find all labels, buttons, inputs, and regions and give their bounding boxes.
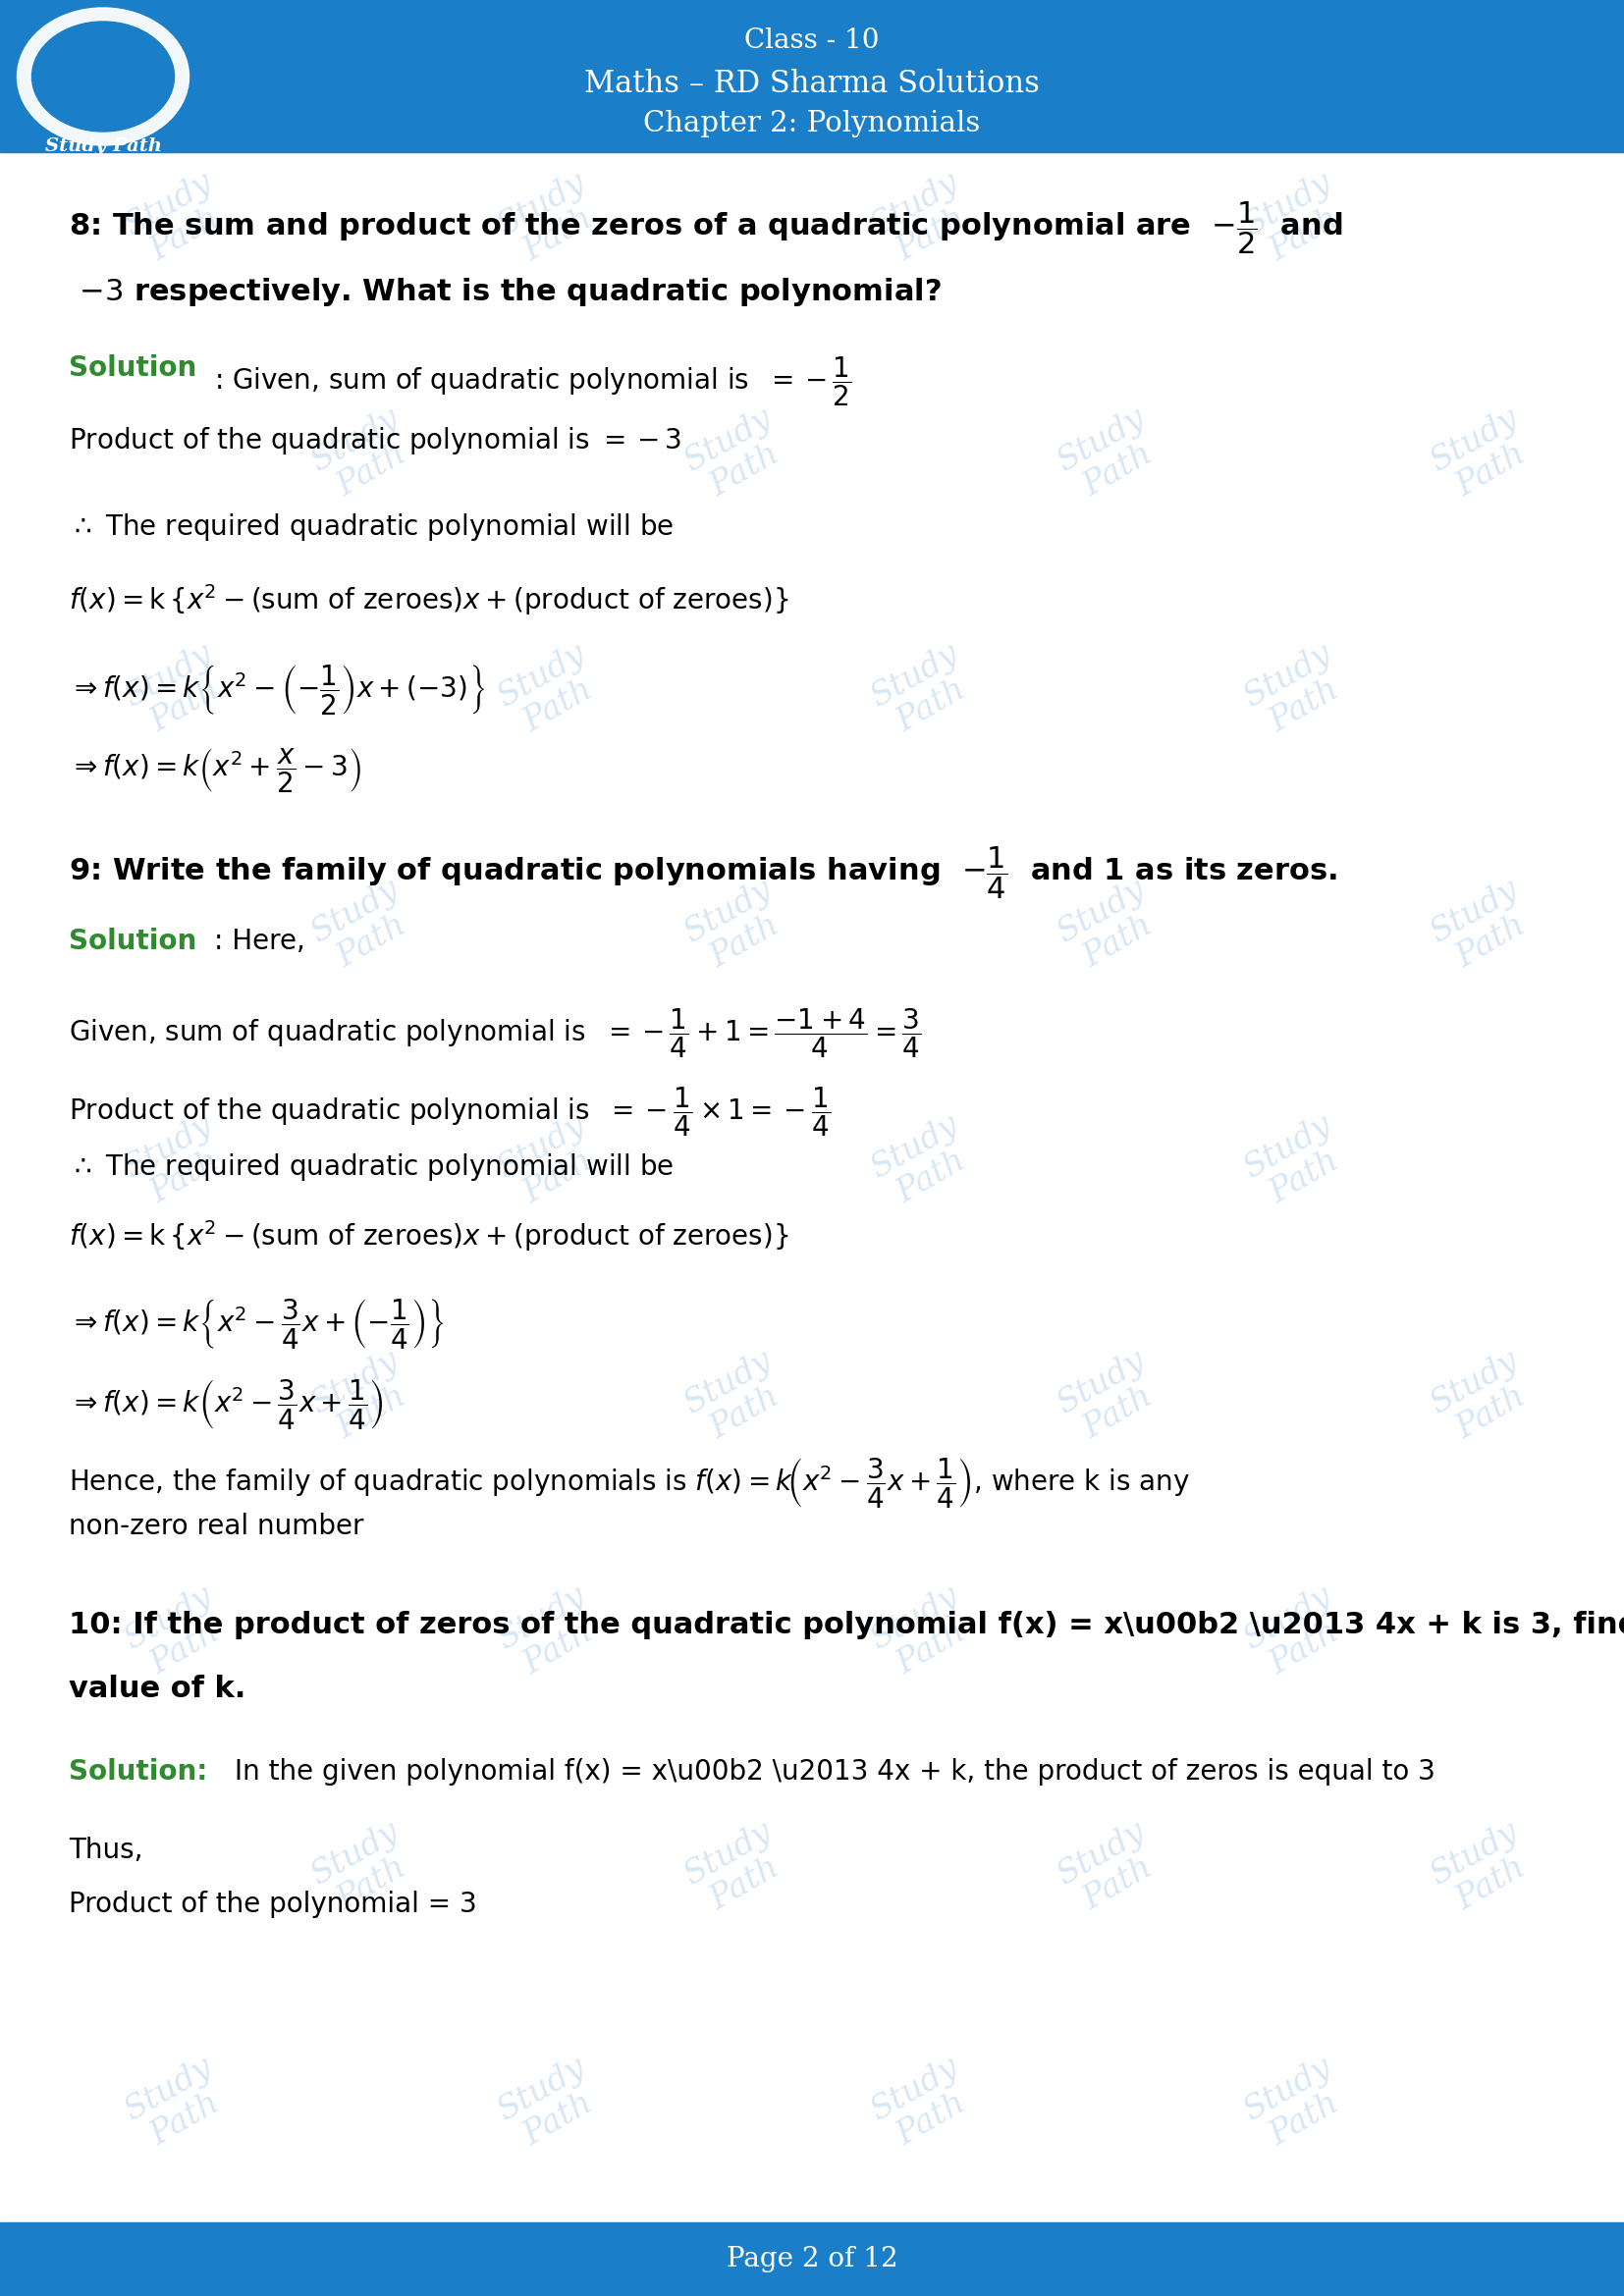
Text: Study
Path: Study Path [492, 168, 607, 273]
Text: $\Rightarrow f(x) = k\left(x^2 + \dfrac{x}{2} - 3\right)$: $\Rightarrow f(x) = k\left(x^2 + \dfrac{… [68, 746, 361, 794]
Text: 10: If the product of zeros of the quadratic polynomial f(x) = x\u00b2 \u2013 4x: 10: If the product of zeros of the quadr… [68, 1612, 1624, 1639]
Text: Study
Path: Study Path [119, 1582, 235, 1685]
Text: Product of the quadratic polynomial is $= -3$: Product of the quadratic polynomial is $… [68, 425, 682, 457]
Text: Study
Path: Study Path [492, 638, 607, 744]
Text: : Here,: : Here, [214, 928, 305, 955]
Text: $-3$ respectively. What is the quadratic polynomial?: $-3$ respectively. What is the quadratic… [68, 276, 942, 308]
Text: Hence, the family of quadratic polynomials is $f(x) = k\!\left(x^2 - \dfrac{3}{4: Hence, the family of quadratic polynomia… [68, 1456, 1190, 1511]
Text: $\Rightarrow f(x) = k\left\{x^2 - \left(-\dfrac{1}{2}\right)x + (-3)\right\}$: $\Rightarrow f(x) = k\left\{x^2 - \left(… [68, 664, 486, 716]
Text: Study
Path: Study Path [119, 168, 235, 273]
Text: $f(x) = \mathrm{k}\,\{x^2 - \text{(sum of zeroes)}x + \text{(product of zeroes)}: $f(x) = \mathrm{k}\,\{x^2 - \text{(sum o… [68, 1219, 789, 1254]
Bar [0, 0, 1624, 152]
Text: Study
Path: Study Path [1424, 404, 1541, 507]
Ellipse shape [18, 7, 188, 145]
Text: $\therefore$ The required quadratic polynomial will be: $\therefore$ The required quadratic poly… [68, 512, 674, 542]
Text: Study
Path: Study Path [492, 1582, 607, 1685]
Text: Study
Path: Study Path [1237, 638, 1354, 744]
Text: Study
Path: Study Path [866, 638, 981, 744]
Text: Study
Path: Study Path [866, 1109, 981, 1215]
Text: Product of the quadratic polynomial is  $= -\dfrac{1}{4} \times 1 = -\dfrac{1}{4: Product of the quadratic polynomial is $… [68, 1084, 831, 1139]
Text: Study
Path: Study Path [1237, 1109, 1354, 1215]
Text: Study
Path: Study Path [679, 1345, 794, 1451]
Text: 8: The sum and product of the zeros of a quadratic polynomial are  $-\dfrac{1}{2: 8: The sum and product of the zeros of a… [68, 200, 1343, 255]
Text: Study
Path: Study Path [1051, 1816, 1168, 1922]
Text: Study Path: Study Path [45, 138, 161, 156]
Text: Study
Path: Study Path [679, 1816, 794, 1922]
Text: Study
Path: Study Path [866, 168, 981, 273]
Text: Chapter 2: Polynomials: Chapter 2: Polynomials [643, 110, 981, 138]
Text: Study
Path: Study Path [1051, 404, 1168, 507]
Text: Study
Path: Study Path [305, 875, 421, 978]
Text: Study
Path: Study Path [1237, 1582, 1354, 1685]
Text: $\Rightarrow f(x) = k\left\{x^2 - \dfrac{3}{4}x + \left(-\dfrac{1}{4}\right)\rig: $\Rightarrow f(x) = k\left\{x^2 - \dfrac… [68, 1297, 445, 1350]
Text: : Given, sum of quadratic polynomial is  $= -\dfrac{1}{2}$: : Given, sum of quadratic polynomial is … [214, 354, 853, 409]
Text: Maths – RD Sharma Solutions: Maths – RD Sharma Solutions [585, 69, 1039, 99]
Text: Study
Path: Study Path [1424, 1345, 1541, 1451]
Text: Study
Path: Study Path [1051, 1345, 1168, 1451]
Text: Product of the polynomial = 3: Product of the polynomial = 3 [68, 1890, 477, 1917]
Text: Study
Path: Study Path [1237, 2053, 1354, 2156]
Text: Study
Path: Study Path [1237, 168, 1354, 273]
Text: Thus,: Thus, [68, 1837, 143, 1864]
Text: $\therefore$ The required quadratic polynomial will be: $\therefore$ The required quadratic poly… [68, 1150, 674, 1182]
Text: Study
Path: Study Path [1051, 875, 1168, 978]
Text: Study
Path: Study Path [679, 875, 794, 978]
Text: Study
Path: Study Path [305, 1345, 421, 1451]
Bar [0, 2223, 1624, 2296]
Text: Study
Path: Study Path [119, 2053, 235, 2156]
Text: Study
Path: Study Path [305, 1816, 421, 1922]
Text: Study
Path: Study Path [492, 1109, 607, 1215]
Text: Study
Path: Study Path [119, 638, 235, 744]
Text: Study
Path: Study Path [492, 2053, 607, 2156]
Text: value of k.: value of k. [68, 1674, 245, 1704]
Text: 9: Write the family of quadratic polynomials having  $-\dfrac{1}{4}$  and 1 as i: 9: Write the family of quadratic polynom… [68, 845, 1337, 900]
Text: non-zero real number: non-zero real number [68, 1513, 364, 1541]
Text: Study
Path: Study Path [119, 1109, 235, 1215]
Ellipse shape [32, 21, 174, 131]
Text: $f(x) = \mathrm{k}\,\{x^2 - \text{(sum of zeroes)}x + \text{(product of zeroes)}: $f(x) = \mathrm{k}\,\{x^2 - \text{(sum o… [68, 583, 789, 618]
Text: Study
Path: Study Path [866, 1582, 981, 1685]
Text: Given, sum of quadratic polynomial is  $= -\dfrac{1}{4} + 1 = \dfrac{-1+4}{4} = : Given, sum of quadratic polynomial is $=… [68, 1006, 921, 1061]
Text: Page 2 of 12: Page 2 of 12 [726, 2245, 898, 2273]
Text: In the given polynomial f(x) = x\u00b2 \u2013 4x + k, the product of zeros is eq: In the given polynomial f(x) = x\u00b2 \… [226, 1759, 1436, 1786]
Text: Study
Path: Study Path [679, 404, 794, 507]
Text: Study
Path: Study Path [866, 2053, 981, 2156]
Text: Solution: Solution [68, 928, 197, 955]
Text: Class - 10: Class - 10 [744, 28, 880, 55]
Text: $\Rightarrow f(x) = k\left(x^2 - \dfrac{3}{4}x + \dfrac{1}{4}\right)$: $\Rightarrow f(x) = k\left(x^2 - \dfrac{… [68, 1378, 383, 1430]
Text: Study
Path: Study Path [305, 404, 421, 507]
Text: Study
Path: Study Path [1424, 1816, 1541, 1922]
Text: Study
Path: Study Path [1424, 875, 1541, 978]
Text: Solution: Solution [68, 354, 197, 381]
Text: Solution:: Solution: [68, 1759, 208, 1786]
